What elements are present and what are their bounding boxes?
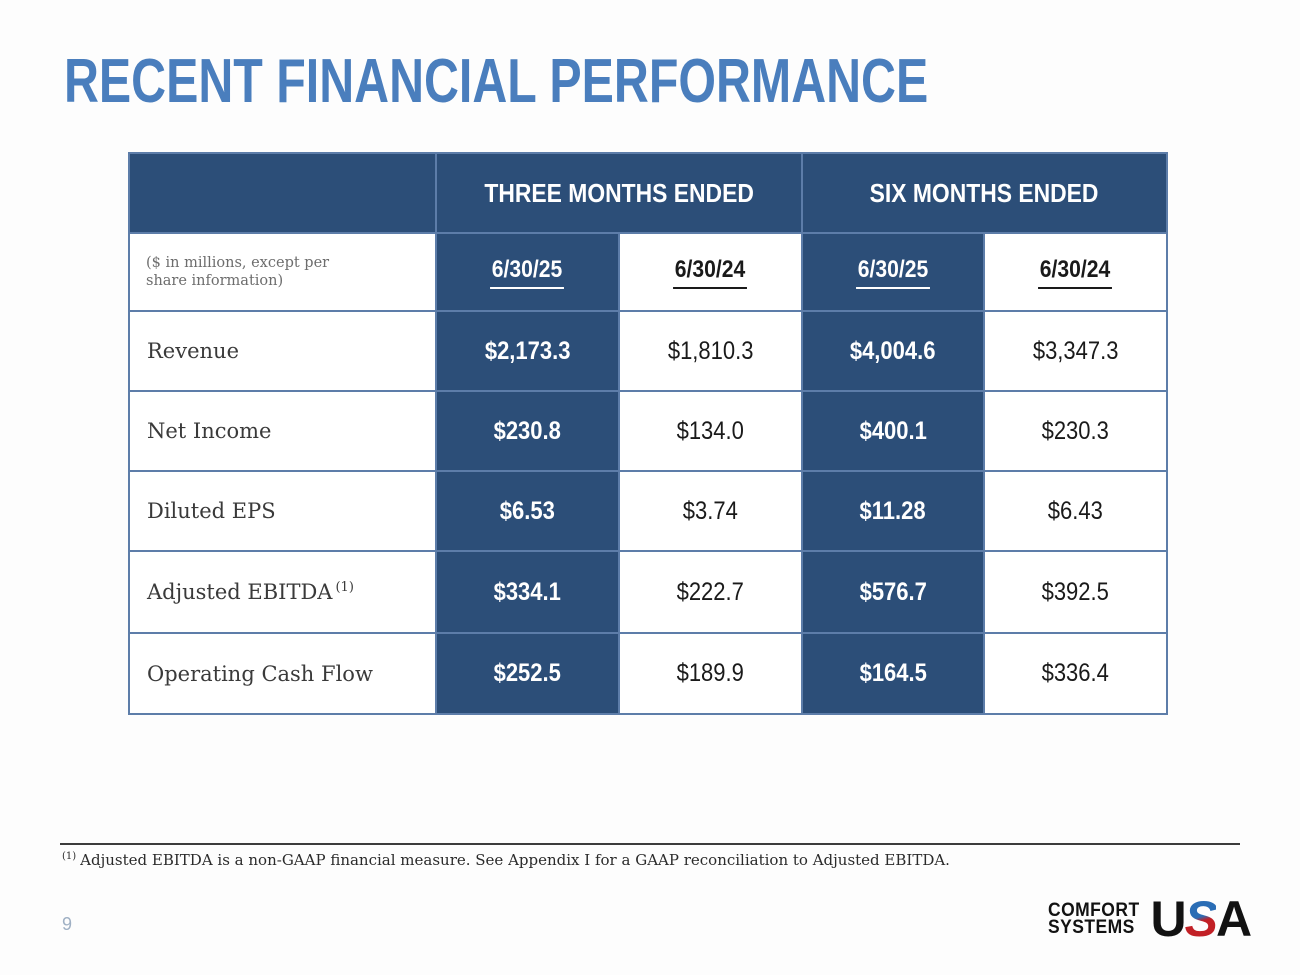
page-title: RECENT FINANCIAL PERFORMANCE <box>64 47 929 116</box>
table-row-label: Diluted EPS <box>130 472 435 550</box>
table-cell: $1,810.3 <box>620 312 801 390</box>
table-cell: $4,004.6 <box>803 312 983 390</box>
table-cell: $11.28 <box>803 472 983 550</box>
table-row-label: Operating Cash Flow <box>130 634 435 713</box>
logo-line-systems: SYSTEMS <box>1048 917 1135 938</box>
logo-letter-u: U <box>1150 891 1187 947</box>
table-row-label: Net Income <box>130 392 435 470</box>
footnote-marker: (1) <box>335 580 354 595</box>
column-header-h-2025: 6/30/25 <box>803 234 983 310</box>
footnote-marker: (1) <box>62 851 77 862</box>
table-cell: $336.4 <box>985 634 1166 713</box>
footnote-text: Adjusted EBITDA is a non-GAAP financial … <box>80 851 950 869</box>
table-cell: $164.5 <box>803 634 983 713</box>
table-note-cell: ($ in millions, except per share informa… <box>130 234 435 310</box>
table-cell: $134.0 <box>620 392 801 470</box>
header-corner-cell <box>130 154 435 232</box>
column-header-q-2025: 6/30/25 <box>437 234 618 310</box>
table-cell: $3,347.3 <box>985 312 1166 390</box>
logo-usa: U S A <box>1150 891 1253 947</box>
column-header-h-2024: 6/30/24 <box>985 234 1166 310</box>
table-note: ($ in millions, except per share informa… <box>146 254 330 289</box>
page-number: 9 <box>62 914 73 934</box>
logo-line-comfort: COMFORT <box>1048 899 1140 921</box>
table-cell: $400.1 <box>803 392 983 470</box>
group-header-label: THREE MONTHS ENDED <box>484 177 754 208</box>
logo-swoosh-s-icon: S <box>1184 891 1218 947</box>
table-row-label: Adjusted EBITDA (1) <box>130 552 435 632</box>
table-cell: $576.7 <box>803 552 983 632</box>
table-row-label: Revenue <box>130 312 435 390</box>
table-cell: $189.9 <box>620 634 801 713</box>
group-header-label: SIX MONTHS ENDED <box>870 177 1099 208</box>
table-cell: $3.74 <box>620 472 801 550</box>
footnote-divider <box>60 843 1240 845</box>
column-header-q-2024: 6/30/24 <box>620 234 801 310</box>
table-cell: $222.7 <box>620 552 801 632</box>
table-cell: $2,173.3 <box>437 312 618 390</box>
financial-table: THREE MONTHS ENDED SIX MONTHS ENDED ($ i… <box>128 152 1168 715</box>
logo-letter-a: A <box>1216 891 1252 947</box>
comfort-systems-usa-logo: COMFORT SYSTEMS U S A <box>1048 891 1253 947</box>
logo-wordmark: COMFORT SYSTEMS <box>1048 899 1148 938</box>
table-cell: $230.8 <box>437 392 618 470</box>
table-cell: $6.43 <box>985 472 1166 550</box>
group-header-six-months: SIX MONTHS ENDED <box>803 154 1166 232</box>
table-cell: $230.3 <box>985 392 1166 470</box>
footnote: (1) Adjusted EBITDA is a non-GAAP financi… <box>62 851 950 869</box>
table-cell: $334.1 <box>437 552 618 632</box>
table-cell: $392.5 <box>985 552 1166 632</box>
group-header-three-months: THREE MONTHS ENDED <box>437 154 801 232</box>
table-cell: $252.5 <box>437 634 618 713</box>
table-cell: $6.53 <box>437 472 618 550</box>
